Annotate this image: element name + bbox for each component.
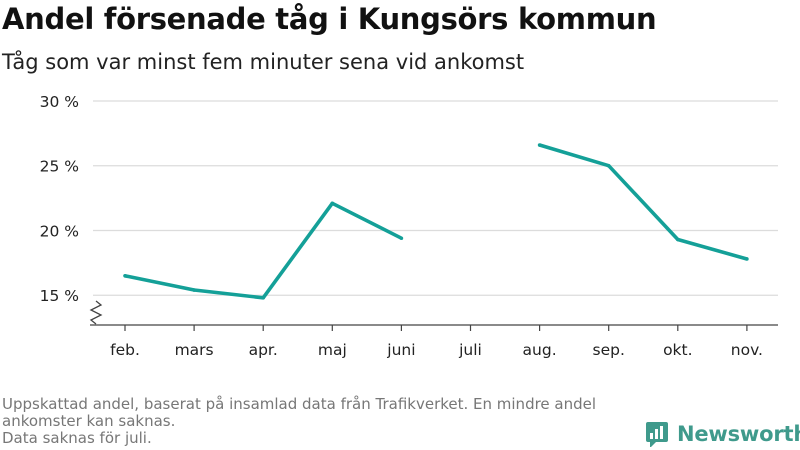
brand-name: Newsworthy	[677, 422, 800, 446]
y-tick-label: 30 %	[40, 93, 79, 111]
data-point	[123, 273, 127, 278]
x-tick-label: mars	[175, 341, 214, 359]
x-tick-label: maj	[318, 341, 347, 359]
data-point	[261, 296, 266, 300]
footnote-line-2: Data saknas för juli.	[2, 429, 152, 447]
y-tick-label: 15 %	[40, 287, 79, 305]
series-line	[539, 143, 748, 261]
line-chart: 15 % 20 % 25 % 30 % feb. mars apr. maj juni juli a…	[40, 93, 778, 359]
newsworthy-icon	[646, 422, 668, 447]
data-point	[537, 143, 542, 147]
data-point	[192, 288, 196, 292]
chart-title: Andel försenade tåg i Kungsörs kommun	[2, 2, 657, 36]
data-point	[330, 201, 335, 206]
data-point	[399, 236, 404, 241]
x-tick-label: okt.	[663, 341, 692, 359]
x-tick-label: nov.	[731, 341, 763, 359]
x-tick-label: juni	[386, 341, 415, 359]
x-tick-label: juli	[458, 341, 482, 359]
data-point	[606, 163, 611, 168]
footnote-line-1: Uppskattad andel, baserat på insamlad da…	[2, 395, 597, 430]
x-tick-label: sep.	[593, 341, 625, 359]
x-tick-label: apr.	[249, 341, 278, 359]
y-tick-label: 20 %	[40, 222, 79, 240]
newsworthy-logo: Newsworthy	[645, 420, 800, 448]
axis-break-mark	[89, 300, 103, 325]
x-tick-label: feb.	[110, 341, 140, 359]
y-tick-label: 25 %	[40, 158, 79, 176]
data-point	[745, 257, 749, 261]
series-line	[124, 201, 403, 300]
data-point	[676, 237, 680, 242]
x-tick-label: aug.	[523, 341, 557, 359]
footnote: Uppskattad andel, baserat på insamlad da…	[2, 396, 642, 447]
chart-subtitle: Tåg som var minst fem minuter sena vid a…	[2, 50, 525, 74]
